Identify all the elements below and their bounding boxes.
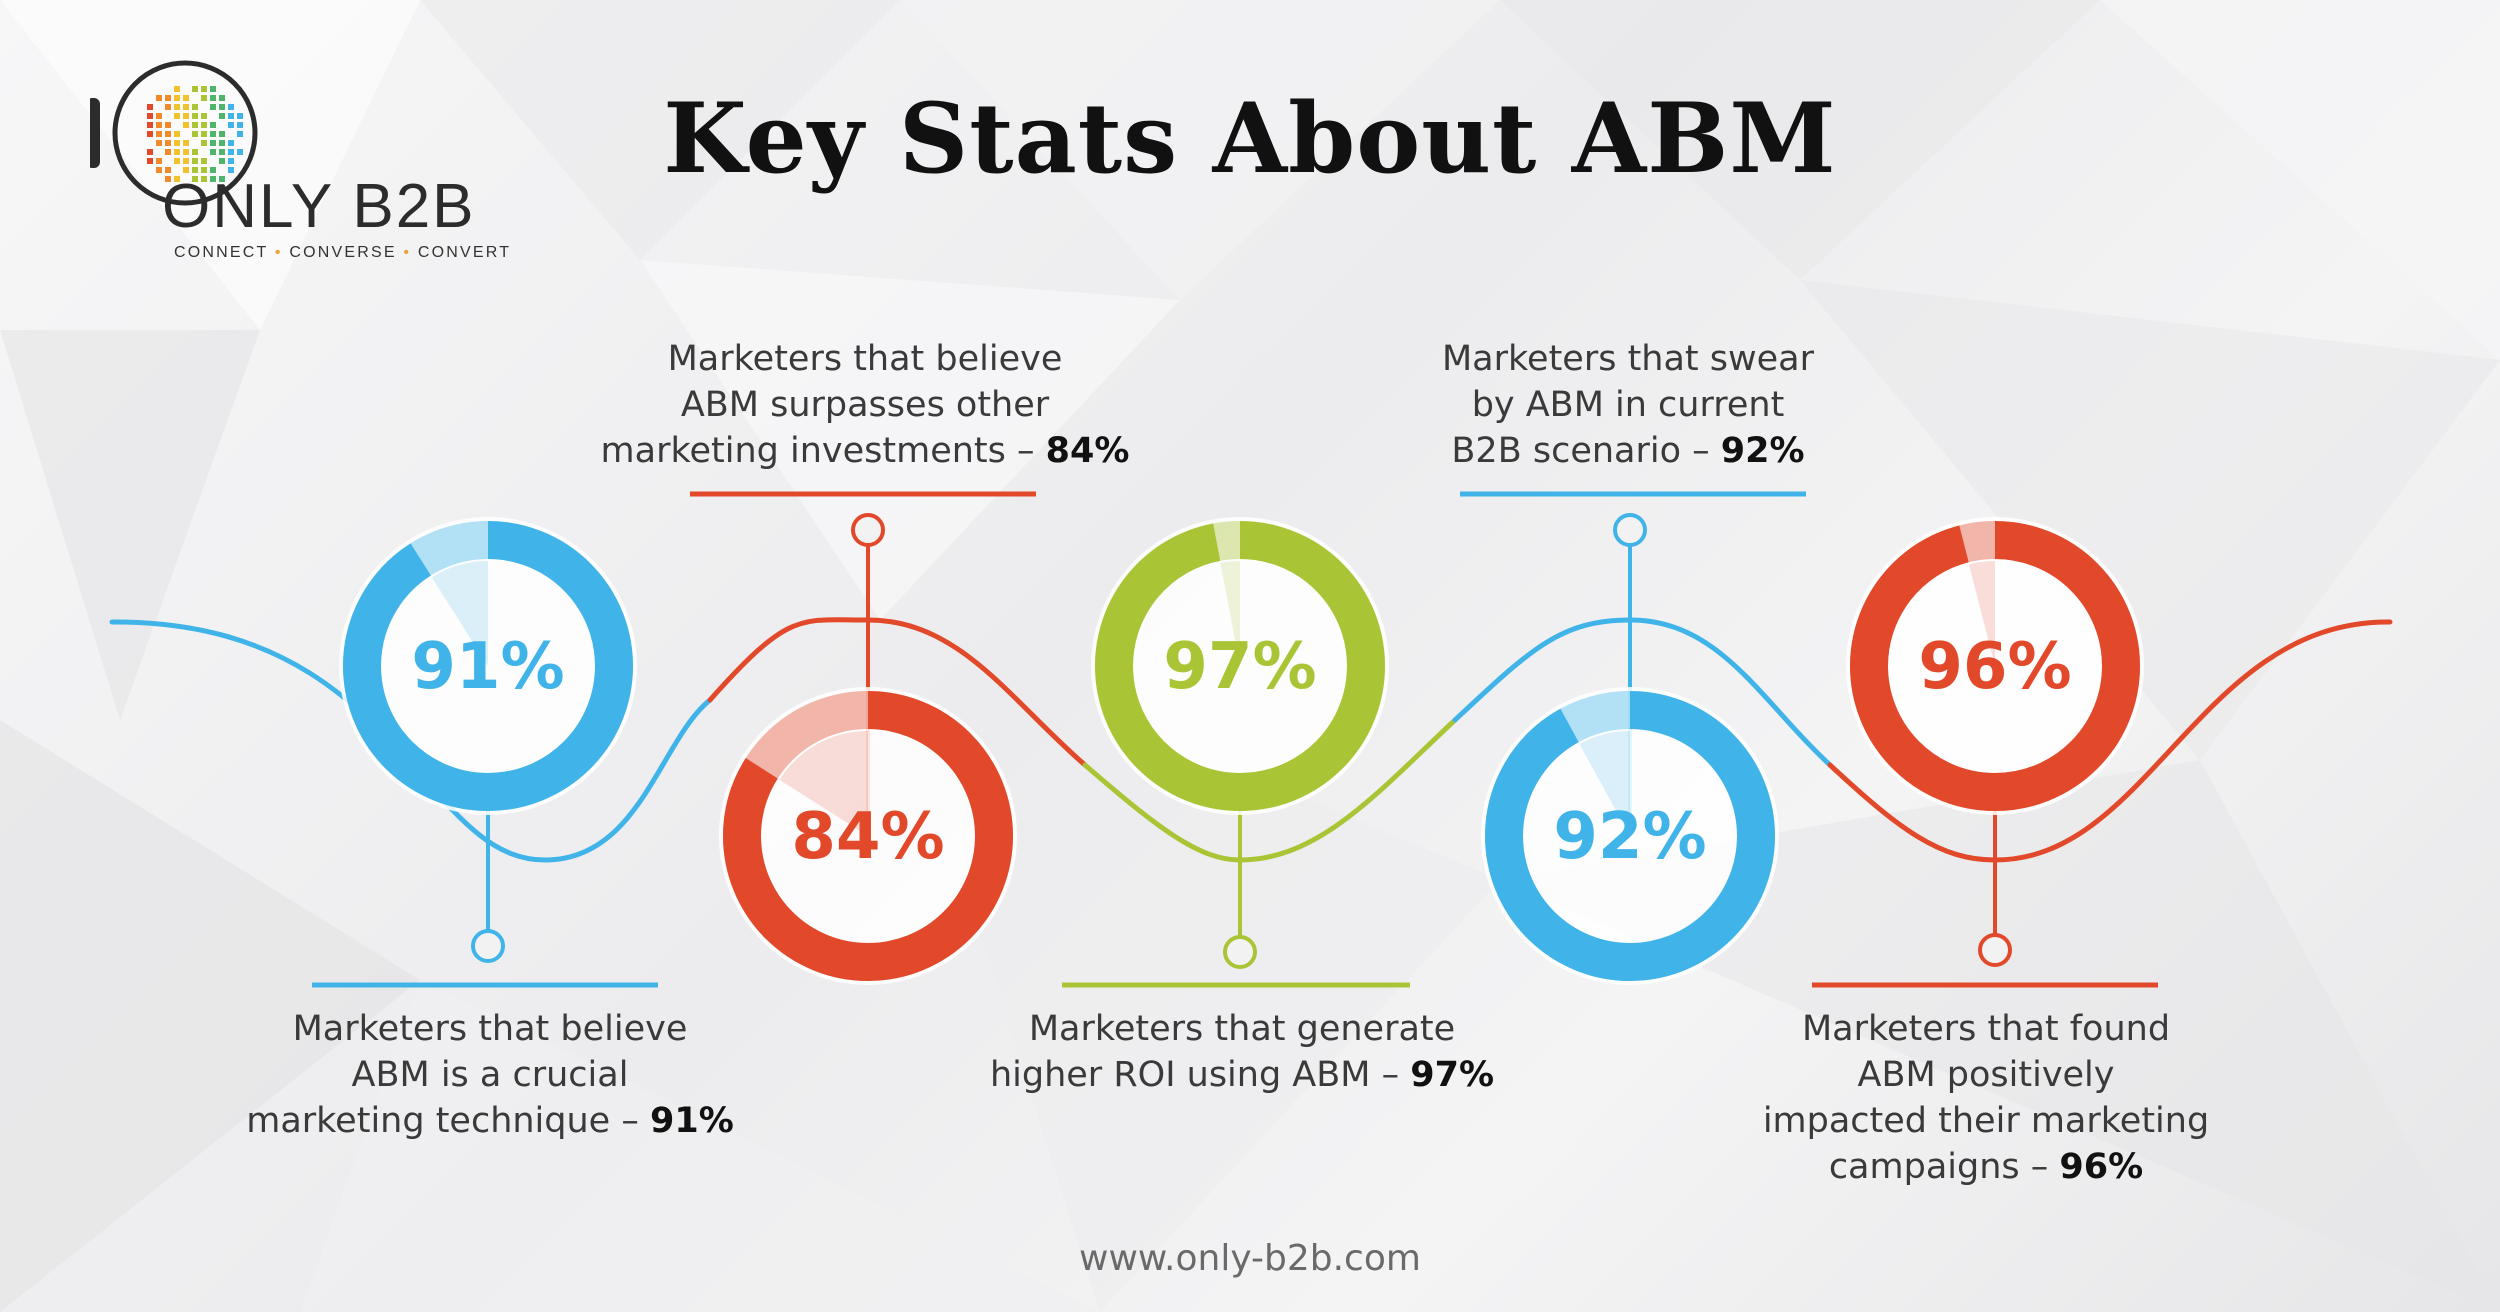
caption-line: ABM is a crucial [351,1055,629,1095]
ring-value-arc-1 [343,521,633,811]
website-url[interactable]: www.only-b2b.com [1079,1238,1421,1279]
ring-backdrop-1 [339,517,637,815]
ring-value-arc-5 [1850,521,2140,811]
stat-caption-2: Marketers that believe ABM surpasses othe… [555,336,1175,474]
caption-value: 97% [1410,1055,1495,1095]
ring-backdrop-4 [1481,687,1779,985]
ring-value-arc-2 [723,691,1013,981]
brand-tagline: CONNECT • CONVERSE • CONVERT [174,244,512,261]
caption-line: marketing technique – 91% [246,1101,734,1141]
ring-backdrop-2 [719,687,1017,985]
caption-line: ABM surpasses other [680,385,1050,425]
ring-gap-shadow-1 [431,561,488,666]
stat-caption-1: Marketers that believe ABM is a crucial ma… [180,1006,800,1144]
globe-icon [90,60,258,206]
connector-node-3 [1223,935,1257,969]
caption-value: 84% [1045,431,1130,471]
ring-value-label-4: 92% [1553,800,1706,874]
wave-segment-5 [1827,619,2393,863]
ring-backdrop-5 [1846,517,2144,815]
ring-gap-shadow-3 [1220,561,1240,666]
caption-line: by ABM in current [1471,385,1785,425]
caption-value: 92% [1720,431,1805,471]
caption-line: Marketers that found [1801,1009,2171,1049]
wave-segment-1 [109,619,713,863]
wave-segment-3 [1082,717,1458,863]
ring-gap-shadow-4 [1579,731,1630,836]
ring-value-arc-3 [1095,521,1385,811]
stat-caption-3: Marketers that generate higher ROI using … [932,1006,1552,1098]
connector-node-2 [851,513,885,547]
caption-line: Marketers that believe [667,339,1063,379]
ring-value-label-3: 97% [1163,630,1316,704]
ring-value-label-2: 84% [791,800,944,874]
caption-line: Marketers that swear [1441,339,1815,379]
caption-value: 96% [2059,1147,2144,1187]
caption-line: marketing investments – 84% [600,431,1130,471]
ring-backdrop-3 [1091,517,1389,815]
caption-line: Marketers that believe [292,1009,688,1049]
connector-node-5 [1978,933,2012,967]
brand-logo[interactable]: ONLY B2B CONNECT • CONVERSE • CONVERT [90,58,550,261]
ring-gap-shadow-5 [1968,561,1995,666]
caption-line: higher ROI using ABM – 97% [989,1055,1495,1095]
connector-node-1 [471,929,505,963]
ring-value-label-1: 91% [411,630,564,704]
caption-line: campaigns – 96% [1828,1147,2144,1187]
caption-value: 91% [649,1101,734,1141]
ring-value-arc-4 [1485,691,1775,981]
connector-node-4 [1613,513,1647,547]
brand-name: ONLY B2B [162,172,476,241]
stat-caption-5: Marketers that found ABM positively impact… [1676,1006,2296,1190]
caption-line: ABM positively [1857,1055,2115,1095]
caption-line: impacted their marketing [1762,1101,2210,1141]
caption-line: B2B scenario – 92% [1451,431,1805,471]
page-title: Key Stats About ABM [663,82,1837,195]
caption-line: Marketers that generate [1028,1009,1456,1049]
ring-value-label-5: 96% [1918,630,2071,704]
stat-caption-4: Marketers that swear by ABM in current B2B… [1318,336,1938,474]
ring-gap-shadow-2 [779,731,868,836]
